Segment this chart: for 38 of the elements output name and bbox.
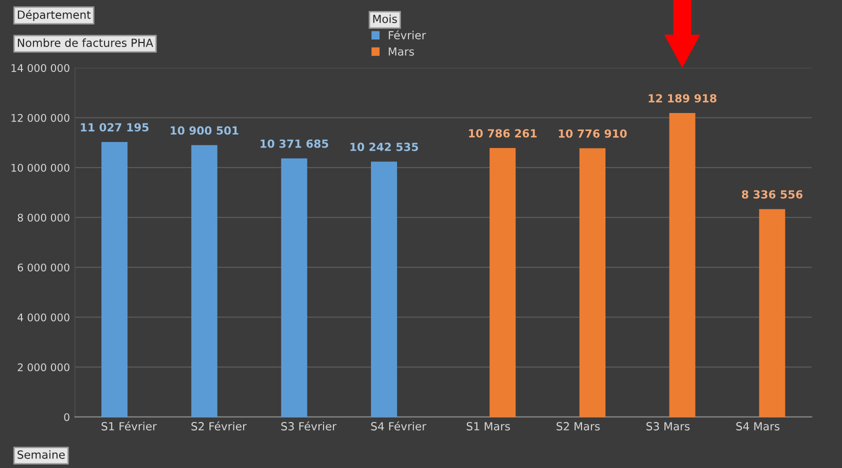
text: Semaine <box>18 450 65 459</box>
y-tick-label: 12 000 000 <box>12 114 70 122</box>
data-label: 10 242 535 <box>350 142 418 152</box>
bar <box>101 142 128 417</box>
x-tick-label: S1 Mars <box>466 422 510 430</box>
data-label: 10 371 685 <box>260 139 328 148</box>
data-label: 12 189 918 <box>648 94 716 103</box>
y-tick-label: 0 <box>64 413 70 422</box>
bar <box>281 158 308 417</box>
data-label: 10 900 501 <box>170 126 238 135</box>
y-tick-label: 10 000 000 <box>12 164 70 172</box>
y-tick-label: 6 000 000 <box>18 264 70 272</box>
y-tick-label: 14 000 000 <box>12 64 70 72</box>
y-tick-label: 8 000 000 <box>18 214 70 222</box>
y-tick-label: 2 000 000 <box>18 363 70 372</box>
data-label: 10 776 910 <box>558 129 627 138</box>
bar <box>759 209 786 417</box>
data-label: 11 027 195 <box>80 123 148 132</box>
bar <box>579 148 606 417</box>
x-tick-label: S2 Février <box>191 421 247 430</box>
x-tick-label: S2 Mars <box>556 422 600 430</box>
legend-label: Février <box>388 30 426 40</box>
bar <box>490 148 516 417</box>
x-tick-label: S3 Mars <box>646 422 690 430</box>
text: Département <box>18 10 91 22</box>
x-tick-label: S4 Février <box>371 421 426 430</box>
bar <box>669 113 696 417</box>
bar <box>191 145 218 417</box>
bar <box>370 162 398 417</box>
x-tick-label: S1 Février <box>102 421 157 430</box>
legend-label: Mars <box>388 47 414 56</box>
y-tick-label: 4 000 000 <box>18 313 70 322</box>
x-tick-label: S3 Février <box>281 421 336 430</box>
data-label: 10 786 261 <box>469 129 537 138</box>
data-label: 8 336 556 <box>742 190 802 199</box>
legend-title: Mois <box>373 14 397 24</box>
x-tick-label: S4 Mars <box>736 422 780 430</box>
text: Nombre de factures PHA <box>18 38 154 47</box>
